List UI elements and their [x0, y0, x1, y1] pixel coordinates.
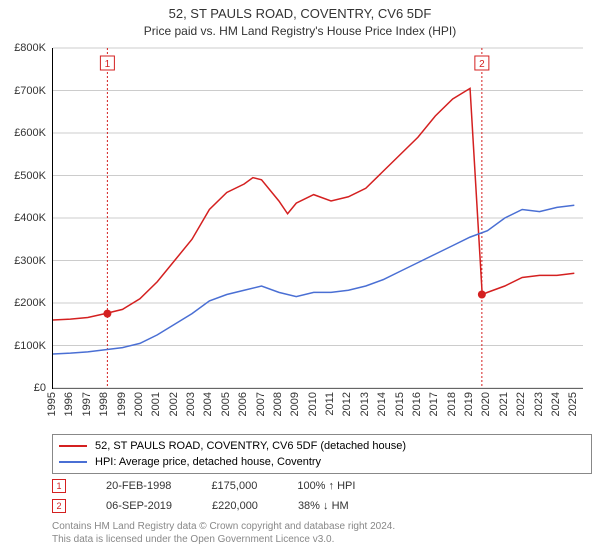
- x-axis-label: 2000: [133, 392, 145, 416]
- x-axis-label: 2006: [237, 392, 249, 416]
- x-axis-label: 2011: [324, 392, 336, 416]
- page-title: 52, ST PAULS ROAD, COVENTRY, CV6 5DF: [0, 6, 600, 21]
- marker-pct: 38% ↓ HM: [298, 500, 349, 512]
- legend-swatch: [59, 461, 87, 463]
- legend-label: 52, ST PAULS ROAD, COVENTRY, CV6 5DF (de…: [95, 440, 406, 452]
- y-axis-label: £0: [2, 382, 46, 394]
- legend-item: HPI: Average price, detached house, Cove…: [59, 454, 585, 470]
- x-axis-label: 1996: [63, 392, 75, 416]
- y-axis-label: £800K: [2, 42, 46, 54]
- x-axis-label: 2009: [289, 392, 301, 416]
- x-axis-label: 2003: [185, 392, 197, 416]
- y-axis-label: £600K: [2, 127, 46, 139]
- series-price_after: [482, 273, 574, 294]
- x-axis-label: 2005: [220, 392, 232, 416]
- x-axis-label: 1998: [98, 392, 110, 416]
- y-axis-label: £300K: [2, 255, 46, 267]
- chart-svg: 12: [53, 48, 583, 388]
- x-axis-label: 2024: [550, 392, 562, 416]
- x-axis-label: 2002: [168, 392, 180, 416]
- x-axis-label: 2015: [394, 392, 406, 416]
- x-axis-label: 2014: [376, 392, 388, 416]
- x-axis-label: 2025: [567, 392, 579, 416]
- x-axis-label: 2013: [359, 392, 371, 416]
- legend-item: 52, ST PAULS ROAD, COVENTRY, CV6 5DF (de…: [59, 438, 585, 454]
- series-price_paid: [53, 88, 482, 320]
- x-axis-label: 2012: [341, 392, 353, 416]
- page-subtitle: Price paid vs. HM Land Registry's House …: [0, 24, 600, 38]
- marker-price: £175,000: [211, 480, 257, 492]
- y-axis-label: £700K: [2, 85, 46, 97]
- table-row: 1 20-FEB-1998 £175,000 100% ↑ HPI: [52, 476, 355, 496]
- x-axis-label: 2001: [150, 392, 162, 416]
- x-axis-label: 2023: [533, 392, 545, 416]
- x-axis-label: 2017: [428, 392, 440, 416]
- marker-price: £220,000: [212, 500, 258, 512]
- marker-table: 1 20-FEB-1998 £175,000 100% ↑ HPI 2 06-S…: [52, 476, 355, 516]
- series-hpi: [53, 205, 574, 354]
- marker-date: 20-FEB-1998: [106, 480, 171, 492]
- chart-area: 12: [52, 48, 583, 389]
- marker-badge: 1: [52, 479, 66, 493]
- footer-attribution: Contains HM Land Registry data © Crown c…: [52, 520, 395, 546]
- x-axis-label: 2004: [202, 392, 214, 416]
- x-axis-label: 1995: [46, 392, 58, 416]
- x-axis-label: 2018: [446, 392, 458, 416]
- svg-text:1: 1: [105, 59, 111, 70]
- x-axis-label: 2022: [515, 392, 527, 416]
- x-axis-label: 2016: [411, 392, 423, 416]
- x-axis-label: 2020: [480, 392, 492, 416]
- x-axis-label: 2010: [307, 392, 319, 416]
- legend-swatch: [59, 445, 87, 447]
- y-axis-label: £400K: [2, 212, 46, 224]
- marker-dot: [103, 310, 111, 318]
- svg-text:2: 2: [479, 59, 485, 70]
- x-axis-label: 2021: [498, 392, 510, 416]
- x-axis-label: 2019: [463, 392, 475, 416]
- marker-date: 06-SEP-2019: [106, 500, 172, 512]
- marker-dot: [478, 291, 486, 299]
- legend-label: HPI: Average price, detached house, Cove…: [95, 456, 321, 468]
- marker-pct: 100% ↑ HPI: [297, 480, 355, 492]
- y-axis-label: £100K: [2, 340, 46, 352]
- x-axis-label: 2008: [272, 392, 284, 416]
- legend: 52, ST PAULS ROAD, COVENTRY, CV6 5DF (de…: [52, 434, 592, 474]
- x-axis-label: 2007: [255, 392, 267, 416]
- x-axis-label: 1997: [81, 392, 93, 416]
- y-axis-label: £200K: [2, 297, 46, 309]
- x-axis-label: 1999: [116, 392, 128, 416]
- table-row: 2 06-SEP-2019 £220,000 38% ↓ HM: [52, 496, 355, 516]
- marker-badge: 2: [52, 499, 66, 513]
- y-axis-label: £500K: [2, 170, 46, 182]
